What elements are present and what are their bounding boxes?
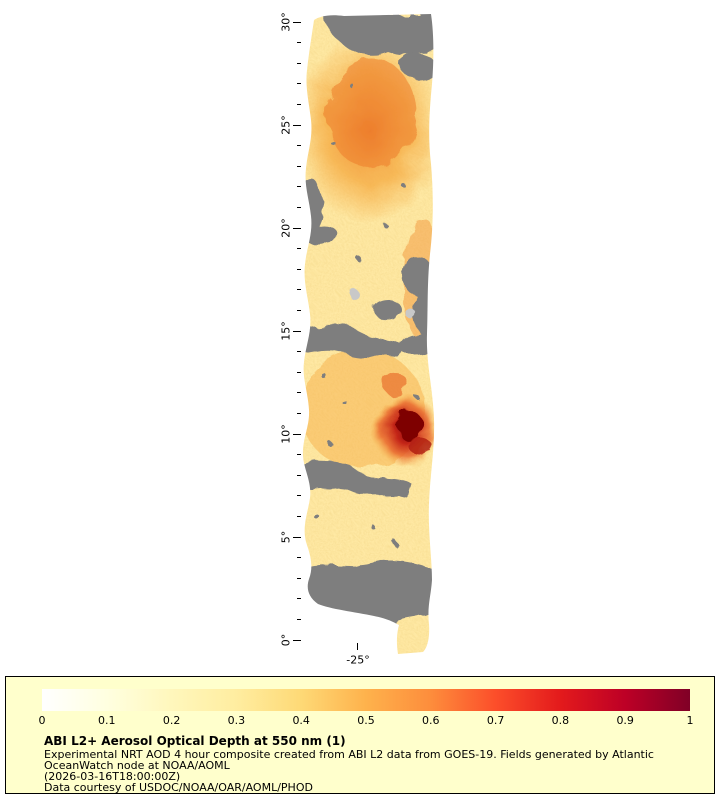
y-axis-tick [293,639,301,641]
y-axis-minor-tick [297,248,301,250]
y-axis-tick [293,21,301,23]
y-axis-minor-tick [297,371,301,373]
aod-high-plume [372,394,435,466]
y-axis-minor-tick [297,577,301,579]
aod-map-plot [302,14,435,654]
colorbar-tick-label: 1 [686,714,694,727]
colorbar [42,689,690,711]
y-axis-label: 0° [279,633,293,647]
y-axis-label: 15° [279,321,293,341]
nodata-mask [302,14,435,654]
caption-title: ABI L2+ Aerosol Optical Depth at 550 nm … [44,734,346,748]
y-axis-minor-tick [297,557,301,559]
y-axis-tick [293,536,301,538]
y-axis-minor-tick [297,103,301,105]
x-axis-label: -25° [346,653,370,667]
y-axis-minor-tick [297,206,301,208]
y-axis-label: 25° [279,115,293,135]
y-axis-minor-tick [297,62,301,64]
caption-line-2: OceanWatch node at NOAA/AOML [44,759,230,772]
y-axis-minor-tick [297,42,301,44]
y-axis-minor-tick [297,474,301,476]
colorbar-tick-label: 0.3 [227,714,246,727]
y-axis-minor-tick [297,618,301,620]
caption-credit: Data courtesy of USDOC/NOAA/OAR/AOML/PHO… [44,781,313,794]
y-axis-tick [293,227,301,229]
y-axis-minor-tick [297,83,301,85]
y-axis-tick [293,330,301,332]
colorbar-tick-label: 0.4 [292,714,310,727]
colorbar-tick-label: 0.2 [162,714,181,727]
x-axis-tick [357,643,358,650]
y-axis-minor-tick [297,454,301,456]
caption-line-1: Experimental NRT AOD 4 hour composite cr… [44,748,654,761]
y-axis-minor-tick [297,309,301,311]
y-axis-minor-tick [297,412,301,414]
y-axis-minor-tick [297,186,301,188]
y-axis-minor-tick [297,165,301,167]
colorbar-tick-label: 0.9 [616,714,634,727]
y-axis-tick [293,433,301,435]
y-axis-minor-tick [297,351,301,353]
colorbar-tick-label: 0.5 [357,714,375,727]
y-axis-minor-tick [297,598,301,600]
y-axis-minor-tick [297,268,301,270]
colorbar-tick-label: 0.7 [486,714,505,727]
colorbar-tick-label: 0.1 [98,714,116,727]
y-axis-label: 30° [279,12,293,32]
y-axis-label: 10° [279,424,293,444]
y-axis-minor-tick [297,392,301,394]
colorbar-tick-label: 0.8 [551,714,570,727]
colorbar-tick-labels: 0 0.1 0.2 0.3 0.4 0.5 0.6 0.7 0.8 0.9 1 [38,714,694,728]
y-axis-minor-tick [297,515,301,517]
y-axis-label: 5° [279,530,293,544]
y-axis-minor-tick [297,289,301,291]
y-axis-minor-tick [297,495,301,497]
caption-timestamp: (2026-03-16T18:00:00Z) [44,770,181,783]
legend-panel: 0 0.1 0.2 0.3 0.4 0.5 0.6 0.7 0.8 0.9 1 ABI L2+ Ae… [5,676,715,794]
y-axis-minor-tick [297,145,301,147]
colorbar-tick-label: 0 [38,714,46,727]
y-axis-tick [293,124,301,126]
nodata-light-spots [350,290,417,320]
y-axis-label: 20° [279,218,293,238]
colorbar-tick-label: 0.6 [422,714,440,727]
